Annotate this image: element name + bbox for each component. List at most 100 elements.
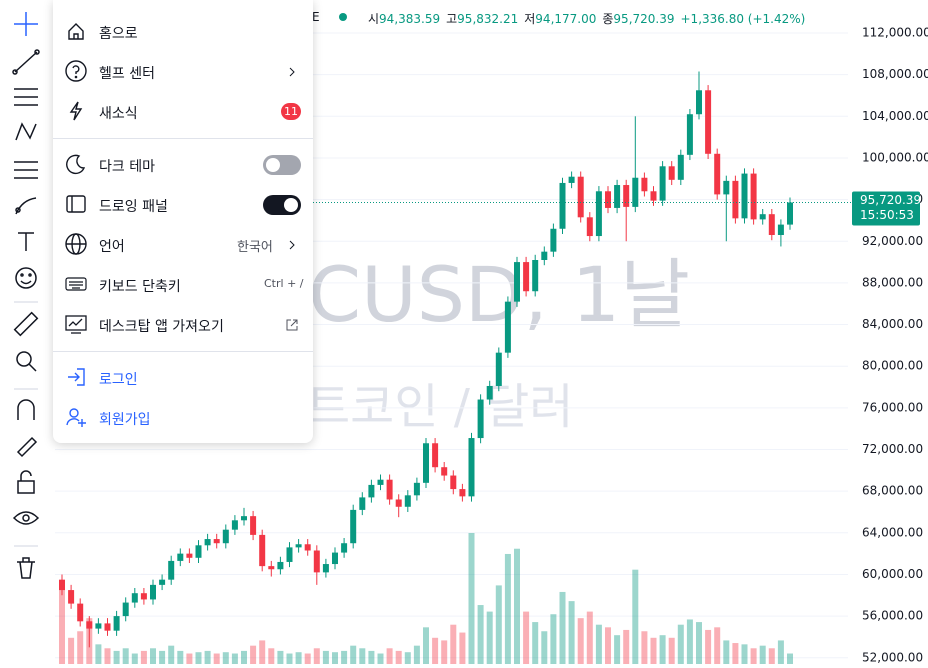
- candle-body: [741, 173, 748, 219]
- menu-item[interactable]: 데스크탑 앱 가져오기: [53, 305, 313, 345]
- volume-bar: [696, 622, 702, 664]
- y-tick-label: 68,000.00: [862, 484, 923, 498]
- candle-body: [222, 529, 229, 544]
- candle-body: [186, 553, 193, 558]
- candle-body: [759, 214, 766, 220]
- ohlc-value: 95,832.21: [457, 12, 519, 26]
- candle-body: [104, 623, 111, 631]
- candle-body: [413, 482, 420, 496]
- candle-body: [250, 516, 257, 535]
- candle-body: [486, 385, 493, 400]
- volume-bar: [514, 548, 520, 664]
- candle-body: [177, 553, 184, 561]
- menu-item[interactable]: 회원가입: [53, 398, 313, 438]
- candle-body: [768, 214, 775, 236]
- menu-value: 한국어: [237, 240, 273, 255]
- candle-body: [632, 177, 639, 207]
- candle-body: [277, 561, 284, 570]
- badge: 11: [281, 103, 301, 120]
- volume-bar: [368, 650, 375, 664]
- candle-body: [350, 509, 357, 544]
- volume-bar: [541, 631, 548, 664]
- volume-bar: [159, 650, 166, 664]
- volume-bar: [677, 624, 684, 664]
- menu-item[interactable]: 다크 테마: [53, 145, 313, 185]
- toggle-on[interactable]: [263, 195, 301, 215]
- candle-body: [659, 166, 666, 201]
- volume-bar: [150, 648, 156, 664]
- menu-item[interactable]: 헬프 센터: [53, 52, 313, 92]
- candle-body: [86, 621, 93, 629]
- candle-body: [641, 177, 648, 192]
- volume-bar: [268, 648, 275, 664]
- volume-bar: [377, 653, 384, 664]
- candle-body: [131, 593, 138, 603]
- menu-label: 언어: [99, 239, 125, 255]
- candle-body: [504, 301, 511, 353]
- left-toolbar: [0, 0, 52, 664]
- candle-body: [787, 202, 793, 225]
- toggle-off[interactable]: [263, 155, 301, 175]
- y-tick-label: 84,000.00: [862, 317, 923, 331]
- candle-body: [359, 497, 366, 510]
- volume-bar: [468, 533, 475, 664]
- volume-bar: [304, 653, 311, 664]
- volume-bar: [732, 643, 739, 664]
- volume-bar: [441, 640, 448, 664]
- volume-bar: [241, 650, 247, 664]
- volume-bar: [195, 652, 202, 664]
- symbol-tail: E: [312, 10, 320, 24]
- candle-body: [723, 180, 730, 195]
- menu-item[interactable]: 드로잉 패널: [53, 185, 313, 225]
- y-tick-label: 64,000.00: [862, 525, 923, 539]
- volume-bar: [459, 632, 466, 664]
- volume-bar: [559, 591, 566, 664]
- y-tick-label: 100,000.00: [862, 150, 928, 164]
- y-tick-label: 104,000.00: [862, 109, 928, 123]
- candle-body: [140, 593, 147, 600]
- last-price-label: 95,720.39: [860, 193, 921, 207]
- volume-bar: [122, 648, 129, 664]
- candle-body: [377, 479, 384, 485]
- candle-body: [696, 90, 702, 115]
- volume-bar: [140, 650, 147, 664]
- candle-body: [259, 534, 266, 567]
- change: +1,336.80 (+1.42%): [680, 12, 806, 26]
- candle-body: [714, 153, 721, 195]
- volume-bar: [477, 605, 484, 664]
- volume-bar: [250, 645, 257, 664]
- volume-bar: [113, 650, 120, 664]
- menu-label: 홈으로: [99, 26, 138, 42]
- candle-body: [95, 623, 102, 629]
- volume-bar: [495, 585, 502, 664]
- volume-bar: [295, 652, 302, 664]
- y-tick-label: 76,000.00: [862, 400, 923, 414]
- countdown: 15:50:53: [860, 208, 914, 222]
- menu-item[interactable]: 언어 한국어: [53, 225, 313, 265]
- volume-bar: [605, 627, 611, 664]
- menu-item[interactable]: 로그인: [53, 358, 313, 398]
- candle-body: [523, 262, 530, 292]
- menu-item[interactable]: 새소식 11: [53, 92, 313, 132]
- menu-label: 로그인: [99, 372, 138, 388]
- volume-bar: [787, 653, 793, 664]
- volume-bar: [568, 601, 575, 664]
- candle-body: [586, 217, 593, 237]
- candle-body: [650, 191, 657, 201]
- volume-bar: [350, 645, 357, 664]
- volume-bar: [705, 629, 712, 664]
- volume-bar: [723, 640, 730, 664]
- candle-body: [286, 547, 293, 562]
- toolbar-icons[interactable]: [0, 0, 52, 664]
- candle-body: [677, 154, 684, 180]
- volume-bar: [550, 614, 557, 664]
- ohlc-label: 종: [602, 12, 614, 26]
- candle-body: [386, 479, 393, 500]
- volume-bar: [322, 650, 329, 664]
- menu-item[interactable]: 홈으로: [53, 12, 313, 52]
- candle-body: [468, 438, 475, 497]
- menu-item[interactable]: 키보드 단축키 Ctrl + /: [53, 265, 313, 305]
- volume-bar: [486, 611, 493, 664]
- candle-body: [686, 114, 693, 155]
